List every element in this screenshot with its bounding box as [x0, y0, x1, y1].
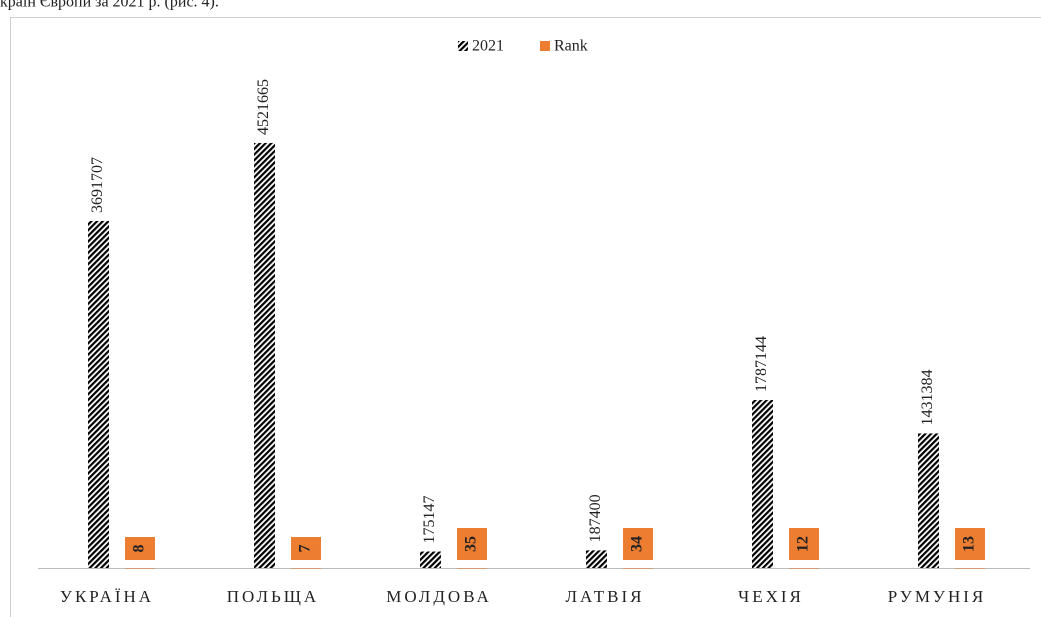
- x-tick-label: ПОЛЬЩА: [227, 587, 319, 606]
- legend-swatch: [458, 41, 468, 51]
- data-label-box: [623, 528, 653, 560]
- x-tick-label: МОЛДОВА: [386, 587, 492, 606]
- bar: [254, 142, 275, 568]
- data-label: 1431384: [919, 369, 936, 425]
- data-label: 34: [629, 536, 646, 552]
- data-label-box: [457, 528, 487, 560]
- chart-frame: [10, 17, 1041, 617]
- bar: [955, 567, 985, 569]
- data-label-box: [955, 528, 985, 560]
- data-label: 175147: [421, 496, 438, 544]
- data-label: 8: [131, 545, 148, 553]
- bar: [918, 433, 939, 568]
- x-tick-label: РУМУНІЯ: [888, 587, 987, 606]
- legend-swatch: [540, 41, 550, 51]
- bar: [291, 567, 321, 569]
- data-label-box: [125, 537, 155, 560]
- x-tick-label: УКРАЇНА: [60, 587, 154, 606]
- legend-label: 2021: [472, 38, 504, 55]
- data-label: 187400: [587, 494, 604, 542]
- bar: [420, 551, 441, 568]
- bar: [125, 567, 155, 569]
- data-label: 4521665: [255, 79, 272, 135]
- bar: [623, 567, 653, 569]
- bar: [752, 400, 773, 568]
- bar: [789, 567, 819, 569]
- data-label-box: [291, 537, 321, 560]
- data-label: 7: [297, 545, 314, 553]
- x-tick-label: ЛАТВІЯ: [565, 587, 644, 606]
- legend-label: Rank: [554, 38, 588, 55]
- data-label: 35: [463, 536, 480, 552]
- bar: [457, 567, 487, 569]
- data-label: 1787144: [753, 336, 770, 392]
- data-label-box: [789, 528, 819, 560]
- bar: [88, 220, 109, 568]
- x-tick-label: ЧЕХІЯ: [738, 587, 804, 606]
- data-label: 3691707: [89, 157, 106, 213]
- bar: [586, 550, 607, 568]
- caption: країн Європи за 2021 р. (рис. 4).: [0, 0, 219, 11]
- data-label: 12: [795, 536, 812, 552]
- data-label: 13: [961, 536, 978, 552]
